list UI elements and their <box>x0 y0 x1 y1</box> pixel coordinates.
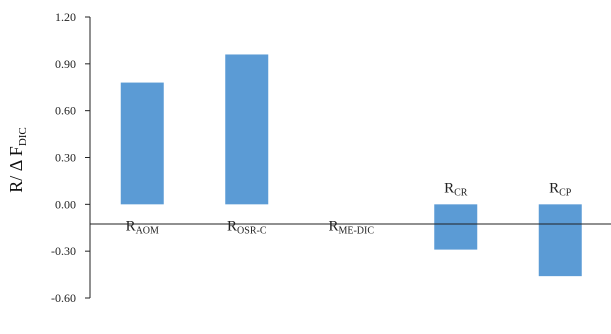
bar-cp <box>538 204 582 277</box>
bars <box>120 54 582 277</box>
y-tick-label: 0.90 <box>55 57 76 71</box>
category-label-main: R <box>328 218 338 234</box>
y-tick-label: -0.30 <box>51 244 76 258</box>
bar-aom <box>120 82 164 205</box>
category-label-main: R <box>227 218 237 234</box>
category-label-main: R <box>126 218 136 234</box>
y-axis-label: R/ Δ FDIC <box>6 127 29 193</box>
category-label: RAOM <box>126 218 159 236</box>
category-label-sub: AOM <box>136 225 159 236</box>
category-label-main: R <box>444 180 454 196</box>
y-axis-label-main: R/ Δ F <box>6 146 26 193</box>
category-label-sub: CP <box>559 187 572 198</box>
category-label-sub: CR <box>454 187 468 198</box>
bar-cr <box>434 204 478 250</box>
category-label-sub: OSR-C <box>237 225 267 236</box>
category-label-sub: ME-DIC <box>338 225 374 236</box>
y-axis-ticks: 1.20 0.90 0.60 0.30 0.00 -0.30 -0.60 <box>51 10 90 305</box>
y-tick-label: 0.30 <box>55 151 76 165</box>
bar-osr-c <box>225 54 269 205</box>
y-tick-label: 0.60 <box>55 104 76 118</box>
category-label: ROSR-C <box>227 218 267 236</box>
category-label: RCR <box>444 180 468 198</box>
category-label: RCP <box>549 180 572 198</box>
y-tick-label: 1.20 <box>55 10 76 24</box>
y-tick-label: -0.60 <box>51 291 76 305</box>
category-label: RME-DIC <box>328 218 374 236</box>
y-axis-label-sub: DIC <box>17 127 29 146</box>
category-label-main: R <box>549 180 559 196</box>
y-tick-label: 0.00 <box>55 197 76 211</box>
